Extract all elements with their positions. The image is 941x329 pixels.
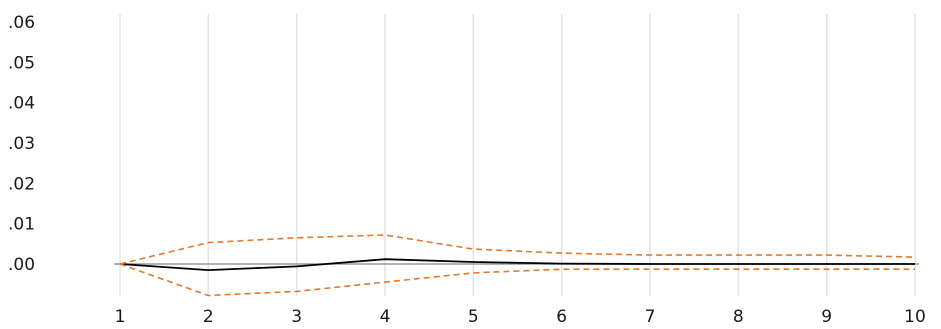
x-tick-label: 7: [645, 307, 656, 327]
series-line-lower-band: [119, 263, 915, 297]
y-tick-label: .05: [8, 53, 35, 73]
x-tick-label: 5: [468, 307, 479, 327]
y-tick-label: .04: [8, 94, 35, 114]
series-line-response: [119, 258, 915, 272]
grid-layer: [119, 14, 916, 297]
series-layer: [119, 234, 916, 297]
x-tick-label: 4: [380, 307, 391, 327]
y-tick-label: .03: [8, 134, 35, 154]
x-tick-label: 2: [203, 307, 214, 327]
y-tick-labels: .06 .05 .04 .03 .02 .01 .00: [8, 13, 35, 275]
x-tick-label: 9: [821, 307, 832, 327]
x-tick-label: 1: [115, 307, 126, 327]
x-tick-labels: 1 2 3 4 5 6 7 8 9 10: [115, 307, 926, 327]
y-tick-label: .00: [8, 255, 35, 275]
y-tick-label: .02: [8, 174, 35, 194]
x-tick-label: 6: [556, 307, 567, 327]
y-tick-label: .06: [8, 13, 35, 33]
y-tick-label: .01: [8, 215, 35, 235]
x-tick-label: 8: [733, 307, 744, 327]
series-line-upper-band: [119, 234, 916, 265]
x-tick-label: 10: [904, 307, 926, 327]
x-tick-label: 3: [291, 307, 302, 327]
